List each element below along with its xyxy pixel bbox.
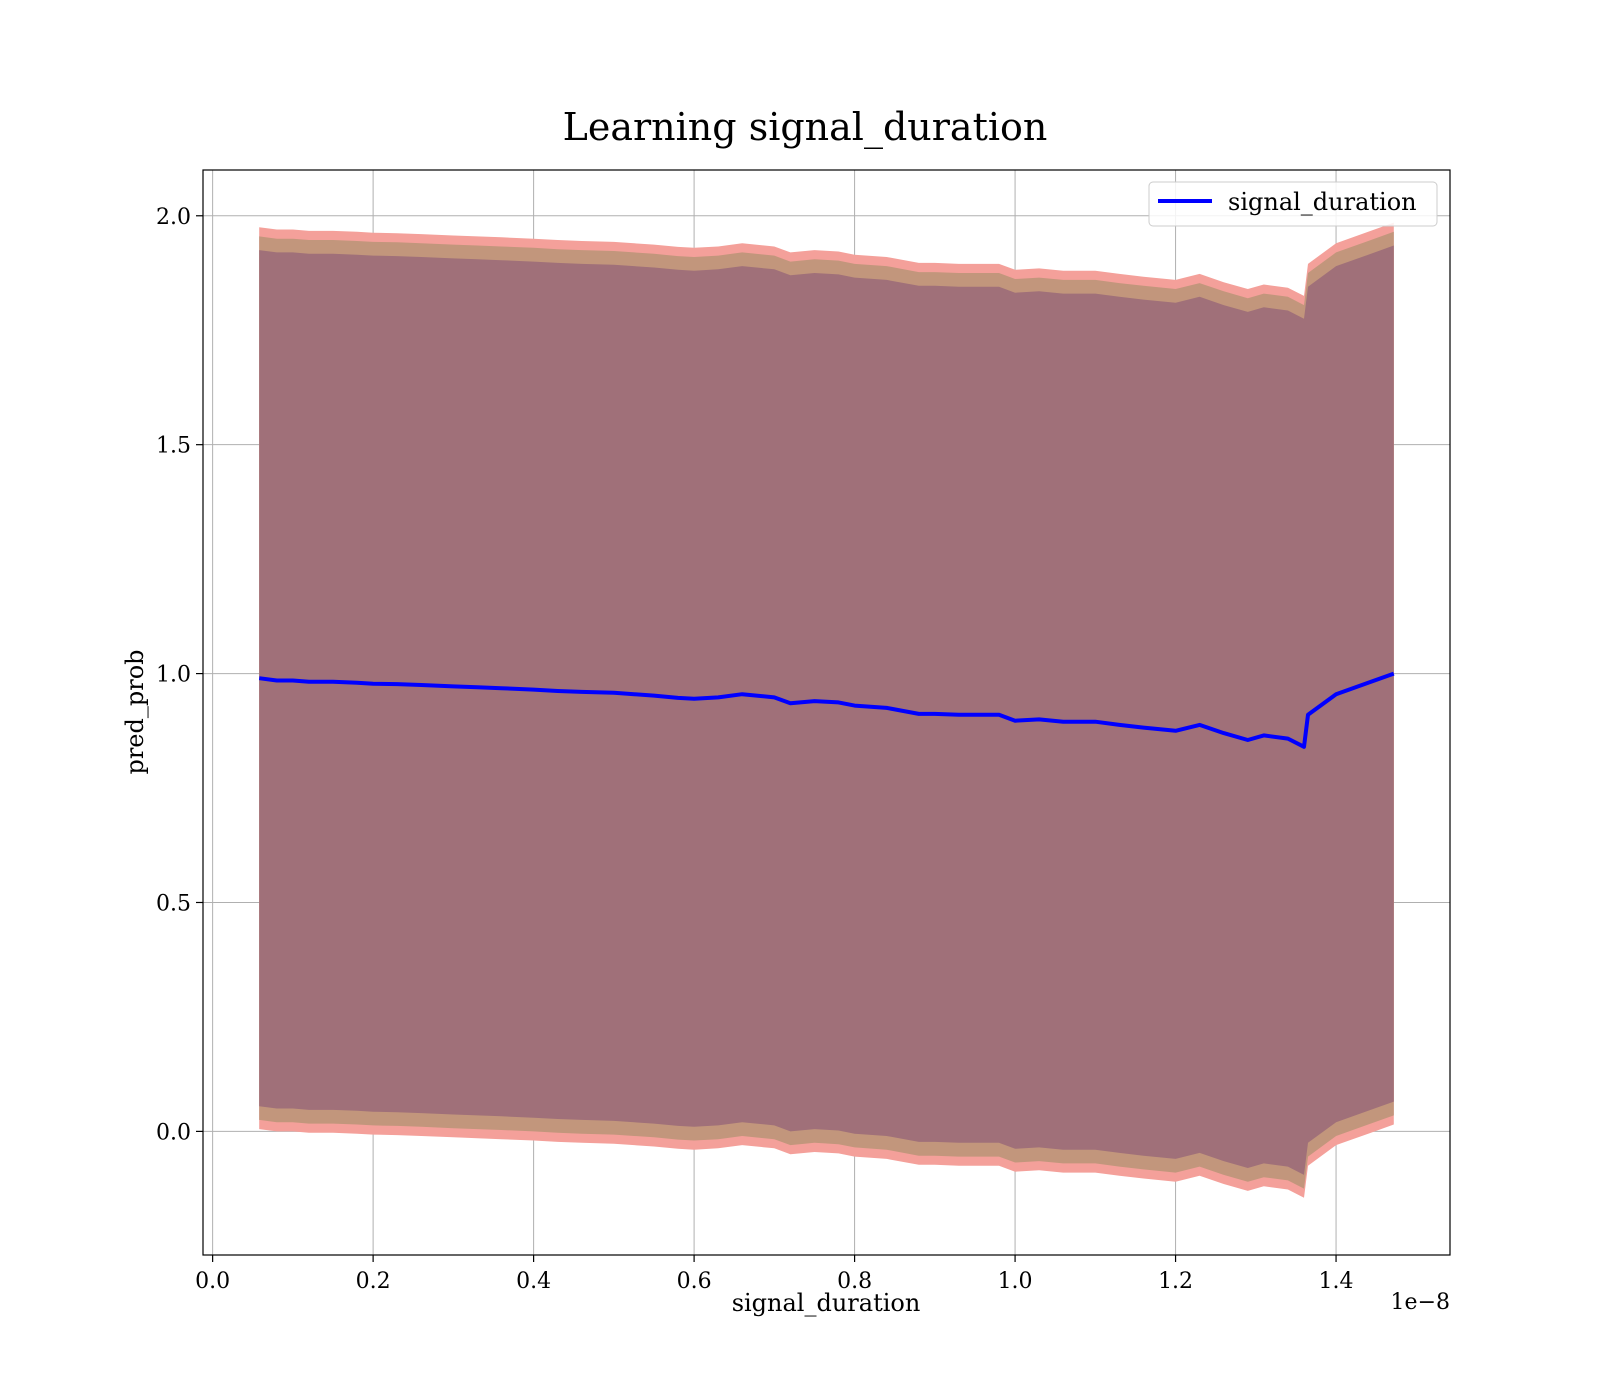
y-tick-label: 2.0 bbox=[156, 205, 191, 230]
y-axis-ticks: 0.0 0.5 1.0 1.5 2.0 bbox=[156, 205, 203, 1145]
series-line-signal-duration bbox=[258, 671, 1395, 749]
x-tick-label: 1.4 bbox=[1319, 1269, 1354, 1294]
x-tick-label: 0.8 bbox=[837, 1269, 872, 1294]
y-tick-label: 0.5 bbox=[156, 891, 191, 916]
band_inner bbox=[259, 245, 1394, 1175]
x-tick-label: 0.6 bbox=[677, 1269, 712, 1294]
y-tick-label: 1.5 bbox=[156, 434, 191, 459]
x-axis-ticks: 0.0 0.2 0.4 0.6 0.8 1.0 1.2 1.4 bbox=[195, 1255, 1354, 1294]
chart-title: Learning signal_duration bbox=[563, 105, 1048, 150]
x-axis-label: signal_duration bbox=[732, 1289, 921, 1317]
legend: signal_duration bbox=[1148, 181, 1438, 227]
y-tick-label: 1.0 bbox=[156, 663, 191, 688]
series-lines bbox=[258, 671, 1395, 749]
plot-area bbox=[202, 169, 1451, 1256]
x-tick-label: 1.0 bbox=[998, 1269, 1033, 1294]
plot-frame bbox=[202, 169, 1451, 1256]
legend-box bbox=[1148, 181, 1438, 227]
x-tick-label: 0.2 bbox=[356, 1269, 391, 1294]
x-offset-label: 1e−8 bbox=[1391, 1290, 1450, 1315]
y-tick-label: 0.0 bbox=[156, 1120, 191, 1145]
x-tick-label: 0.4 bbox=[516, 1269, 551, 1294]
uncertainty-bands bbox=[259, 222, 1394, 1198]
x-tick-label: 0.0 bbox=[195, 1269, 230, 1294]
legend-label-signal-duration: signal_duration bbox=[1228, 188, 1417, 216]
x-tick-label: 1.2 bbox=[1158, 1269, 1193, 1294]
y-axis-label: pred_prob bbox=[121, 649, 149, 774]
